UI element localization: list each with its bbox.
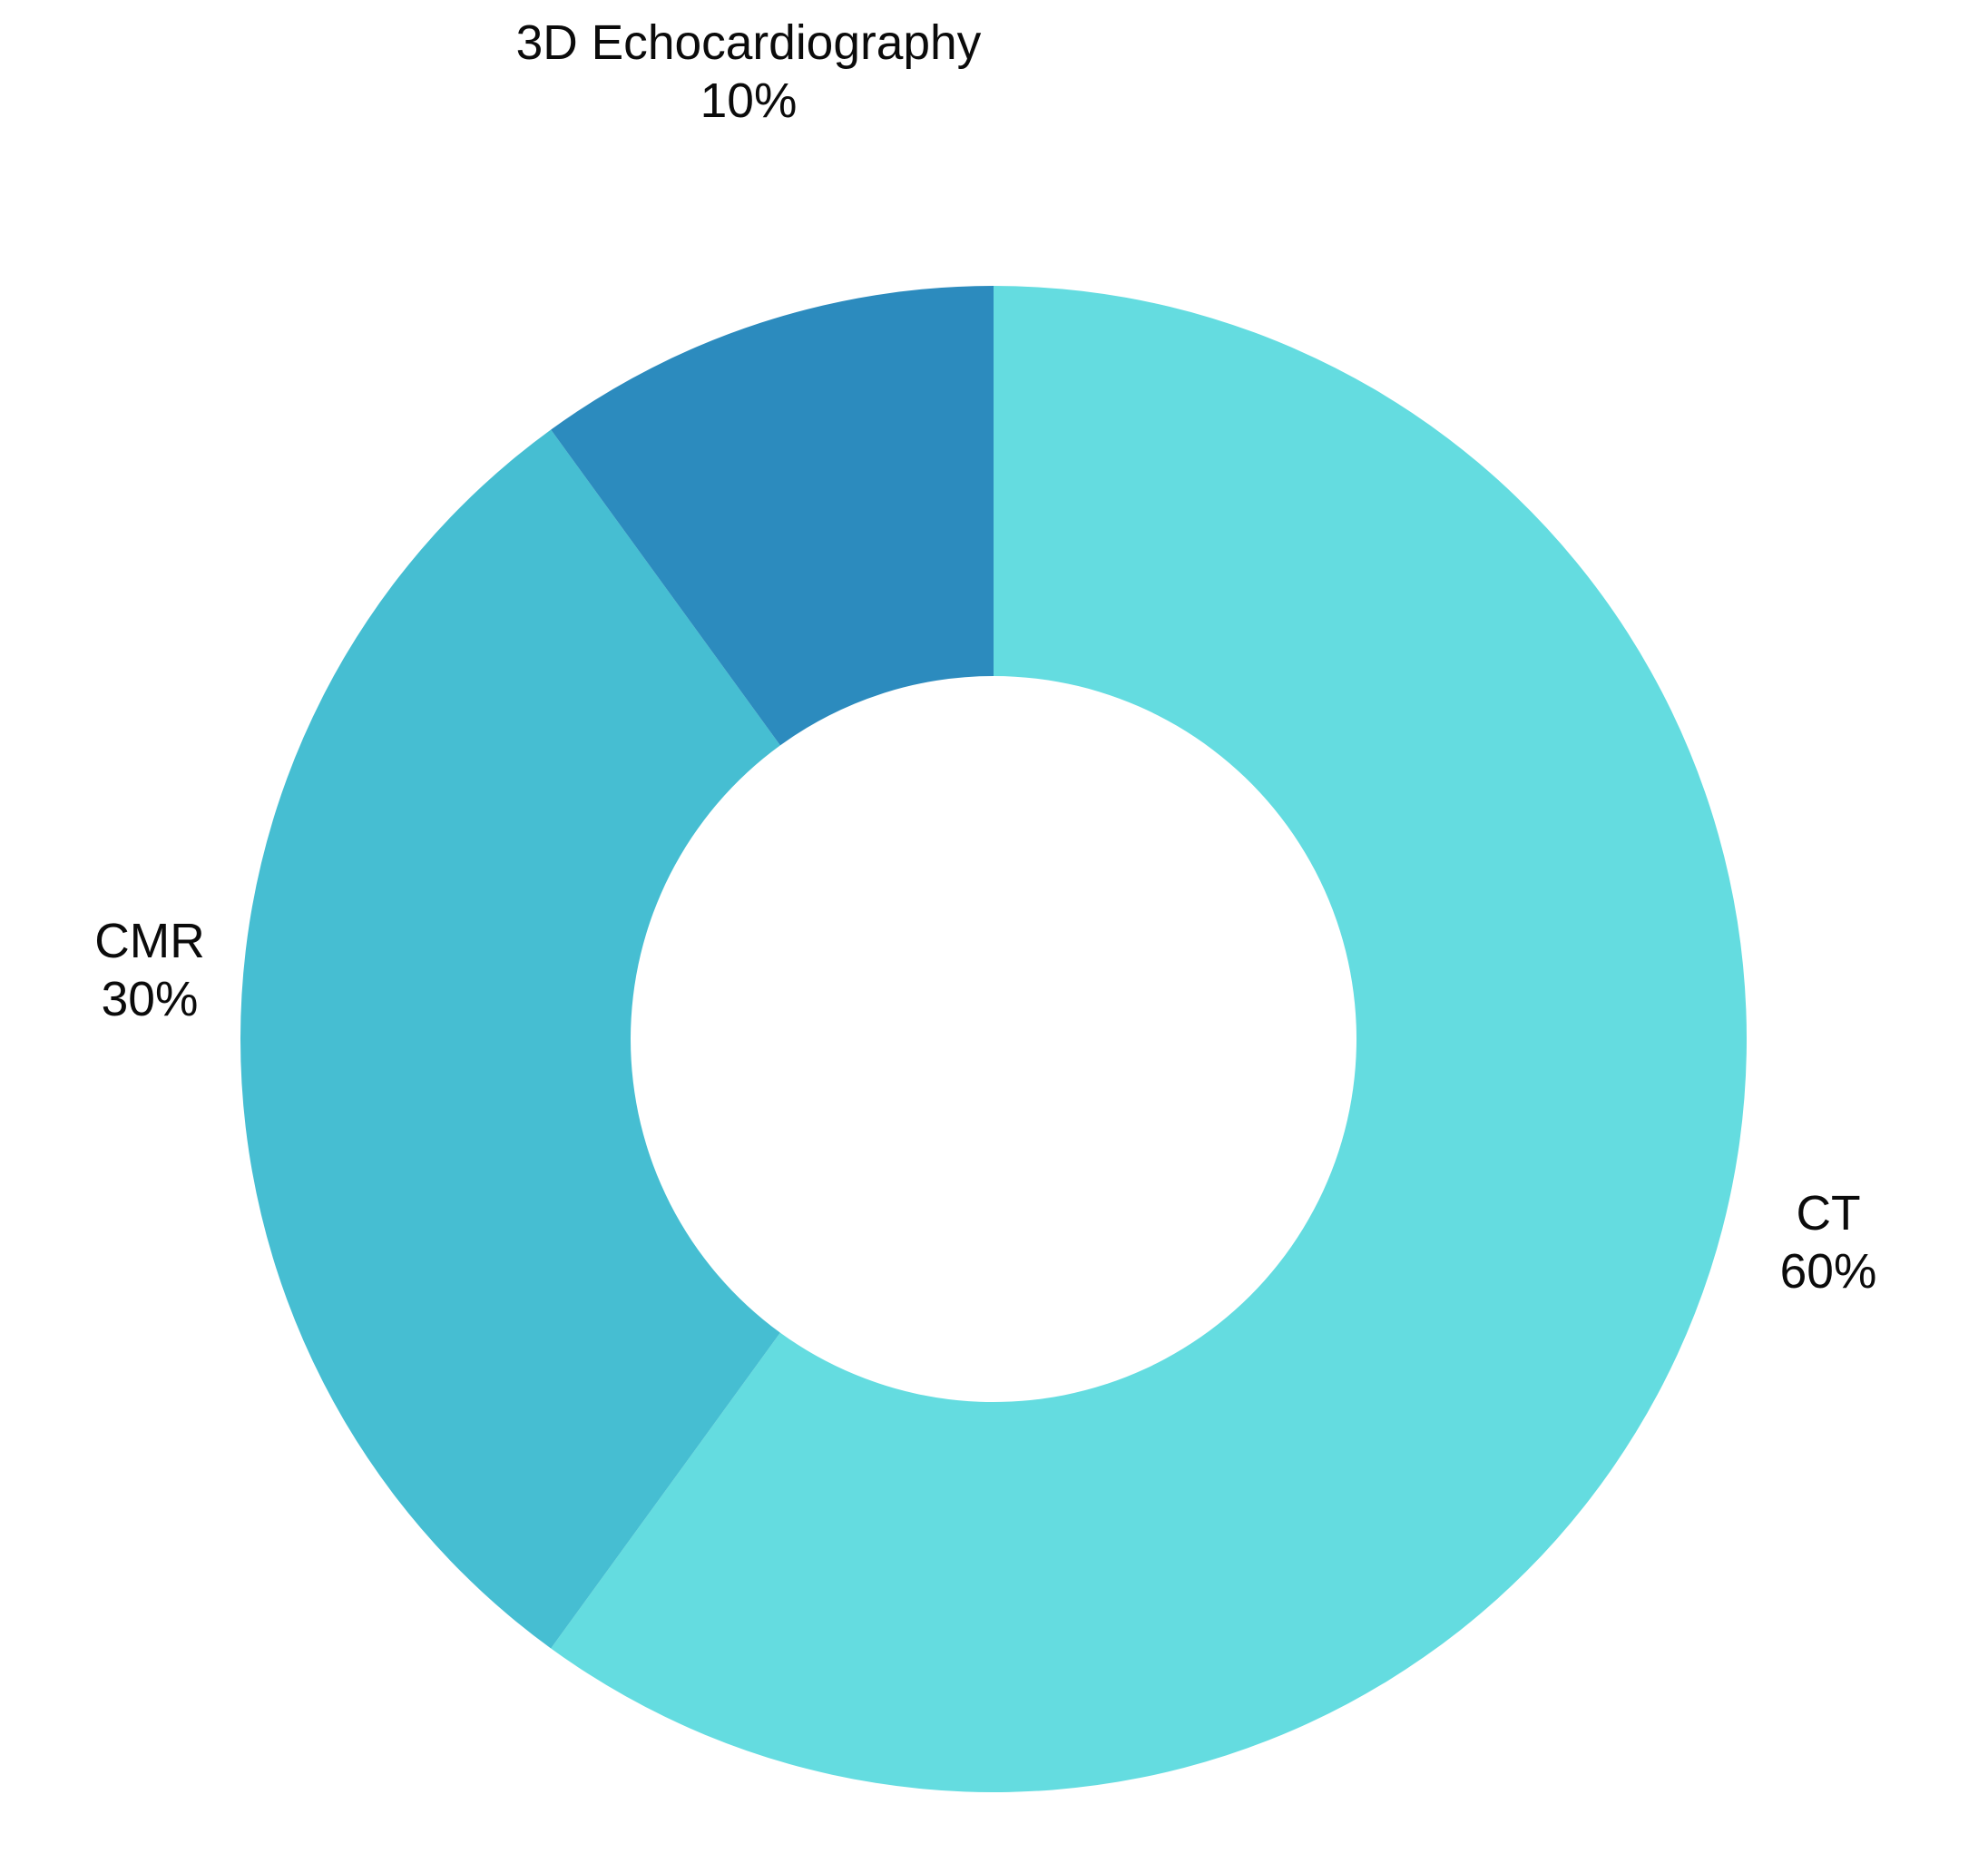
donut-svg: CT60% CMR30% 3D Echocardiography10% <box>0 0 1988 1873</box>
label-echo3d: 3D Echocardiography10% <box>516 16 982 128</box>
label-ct: CT60% <box>1780 1187 1877 1299</box>
label-echo3d-percent: 10% <box>700 74 798 128</box>
label-ct-name: CT <box>1796 1187 1860 1240</box>
label-ct-percent: 60% <box>1780 1245 1877 1299</box>
donut-chart: CT60% CMR30% 3D Echocardiography10% <box>0 0 1988 1873</box>
label-cmr-name: CMR <box>94 915 204 968</box>
label-cmr-percent: 30% <box>102 973 199 1026</box>
label-cmr: CMR30% <box>94 915 204 1026</box>
label-echo3d-name: 3D Echocardiography <box>516 16 982 70</box>
